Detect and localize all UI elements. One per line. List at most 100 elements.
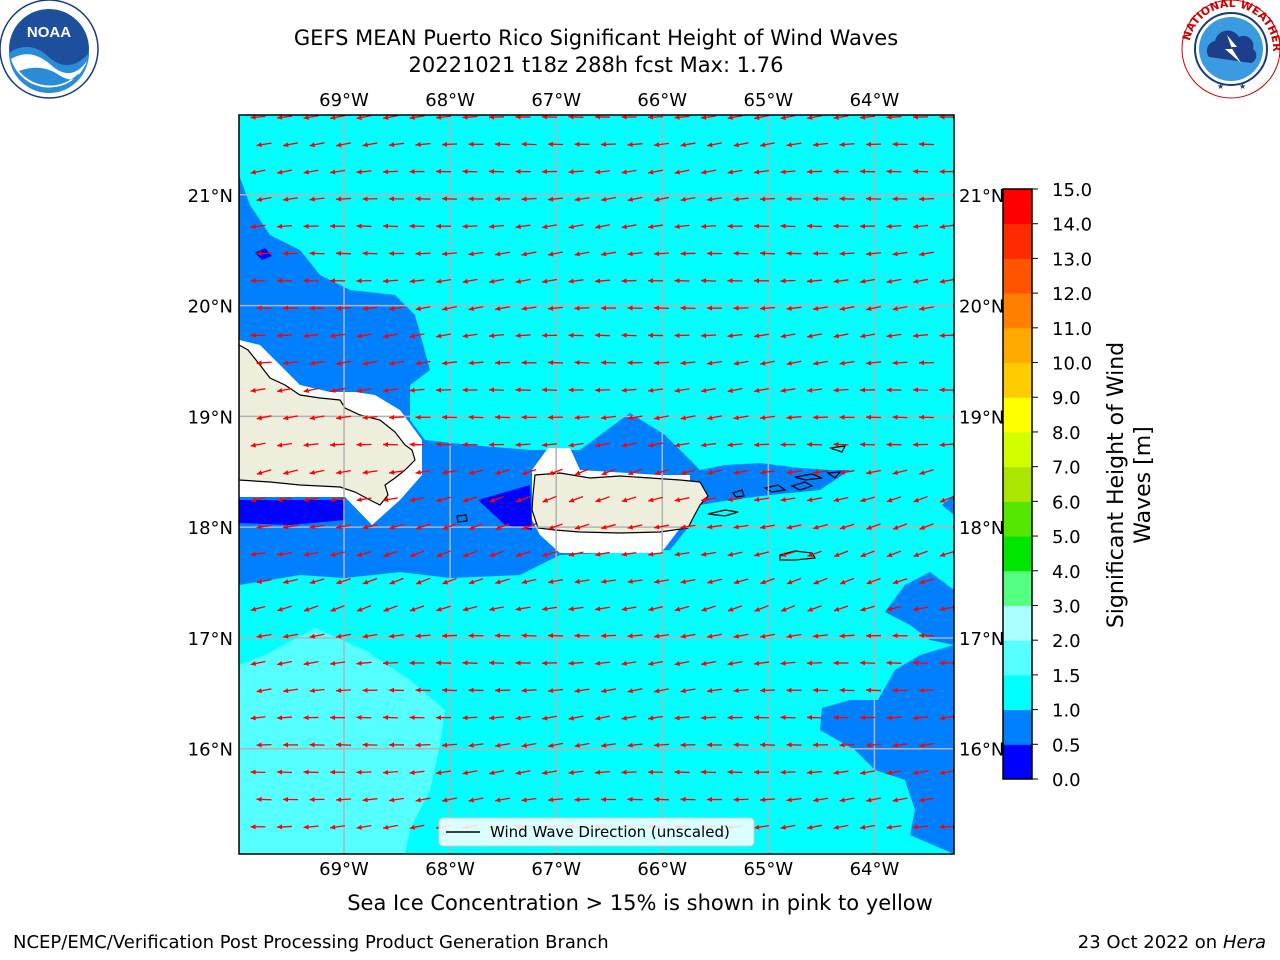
lon-label-bottom-3: 66°W <box>637 859 687 880</box>
wave-arrow-40 <box>600 141 617 147</box>
wave-arrow-559 <box>309 688 325 694</box>
wave-arrow-595 <box>568 715 584 721</box>
wave-arrow-203 <box>706 305 723 311</box>
wave-arrow-560 <box>335 687 352 693</box>
wave-arrow-15 <box>647 115 664 120</box>
wave-arrow-507 <box>336 633 351 639</box>
wave-arrow-449 <box>913 550 928 557</box>
wave-arrow-114 <box>462 223 478 229</box>
wave-arrow-367 <box>839 469 855 475</box>
wave-arrow-133 <box>256 251 272 257</box>
wave-arrow-47 <box>786 142 802 148</box>
wave-arrow-511 <box>441 633 458 639</box>
wave-arrow-50 <box>865 141 882 147</box>
wave-arrow-195 <box>495 306 510 311</box>
wave-arrow-151 <box>733 250 749 256</box>
lon-label-top-0: 69°W <box>319 90 369 111</box>
wave-arrow-308 <box>680 415 696 421</box>
wave-arrow-104 <box>892 196 908 202</box>
wave-arrow-451 <box>256 579 272 585</box>
wave-arrow-604 <box>806 715 823 721</box>
wave-arrow-105 <box>918 196 935 202</box>
wave-arrow-644 <box>462 770 478 776</box>
lat-label-right-0: 16°N <box>959 740 1004 761</box>
wave-arrow-251 <box>574 360 590 366</box>
wave-arrow-611 <box>282 742 299 748</box>
wave-arrow-287 <box>833 387 849 393</box>
wave-arrow-63 <box>515 169 531 175</box>
wave-arrow-508 <box>362 633 378 639</box>
wave-arrow-614 <box>362 742 378 748</box>
wave-arrow-155 <box>839 251 855 257</box>
wave-arrow-212 <box>250 332 266 338</box>
wave-arrow-110 <box>356 223 372 229</box>
wave-arrow-556 <box>939 660 954 666</box>
wave-arrow-617 <box>441 742 458 748</box>
wave-arrow-134 <box>282 250 299 256</box>
wave-arrow-319 <box>276 442 293 448</box>
wave-arrow-444 <box>780 550 796 557</box>
lat-label-right-3: 19°N <box>959 407 1004 428</box>
wave-arrow-601 <box>727 715 743 721</box>
wave-arrow-193 <box>442 305 457 312</box>
wave-arrow-397 <box>939 495 954 503</box>
wave-arrow-122 <box>674 223 690 229</box>
wave-arrow-526 <box>839 633 855 639</box>
contour-0.5-1.0-east <box>942 495 954 515</box>
wave-arrow-165 <box>409 278 425 284</box>
wave-arrow-666 <box>335 797 352 803</box>
wave-arrow-516 <box>574 633 590 639</box>
wave-arrow-502 <box>913 606 928 612</box>
wave-arrow-580 <box>865 687 882 693</box>
wave-arrow-93 <box>601 196 616 202</box>
wave-arrow-554 <box>886 660 902 666</box>
wave-arrow-83 <box>335 196 352 202</box>
wave-arrow-584 <box>276 715 293 721</box>
wave-arrow-80 <box>256 196 272 202</box>
wave-arrow-39 <box>574 141 590 147</box>
colorbar-segment-1 <box>1003 709 1032 745</box>
wave-arrow-89 <box>494 196 511 202</box>
wave-arrow-392 <box>807 497 822 503</box>
colorbar-label-10: 8.0 <box>1052 423 1081 444</box>
wave-arrow-57 <box>356 169 372 175</box>
wave-arrow-171 <box>568 278 584 284</box>
colorbar-label-14: 12.0 <box>1052 284 1092 305</box>
lat-label-left-3: 19°N <box>188 407 233 428</box>
wave-arrow-191 <box>388 306 405 311</box>
wave-arrow-313 <box>812 414 829 420</box>
wave-arrow-400 <box>309 524 325 530</box>
wave-arrow-575 <box>733 688 749 694</box>
wave-arrow-107 <box>276 223 293 229</box>
wave-arrow-221 <box>488 333 505 339</box>
wave-arrow-103 <box>865 196 882 202</box>
wave-arrow-18 <box>727 115 743 120</box>
wave-arrow-424 <box>250 551 266 557</box>
wave-arrow-68 <box>648 169 663 175</box>
wave-arrow-349 <box>362 469 378 475</box>
wave-arrow-429 <box>383 550 398 557</box>
wave-arrow-201 <box>653 305 670 311</box>
colorbar-segment-14 <box>1003 258 1032 294</box>
wave-arrow-198 <box>574 305 590 311</box>
wave-arrow-389 <box>727 497 743 503</box>
wave-arrow-143 <box>521 251 537 257</box>
lon-label-top-2: 67°W <box>531 90 581 111</box>
wave-arrow-594 <box>542 715 557 721</box>
wave-arrow-353 <box>468 469 484 475</box>
wave-arrow-35 <box>468 141 484 147</box>
wave-arrow-205 <box>759 305 776 311</box>
wave-arrow-592 <box>488 715 505 721</box>
wave-arrow-538 <box>462 660 478 666</box>
wave-arrow-569 <box>574 688 590 694</box>
wave-arrow-537 <box>435 660 452 666</box>
wave-arrow-608 <box>912 715 929 721</box>
colorbar-label-17: 15.0 <box>1052 180 1092 201</box>
wave-arrow-579 <box>839 687 855 693</box>
wave-arrow-485 <box>462 605 478 612</box>
wave-arrow-173 <box>621 278 637 284</box>
wave-arrow-398 <box>256 524 272 530</box>
land-masses <box>239 344 847 561</box>
wave-arrow-381 <box>515 495 531 503</box>
wave-arrow-65 <box>568 169 584 175</box>
